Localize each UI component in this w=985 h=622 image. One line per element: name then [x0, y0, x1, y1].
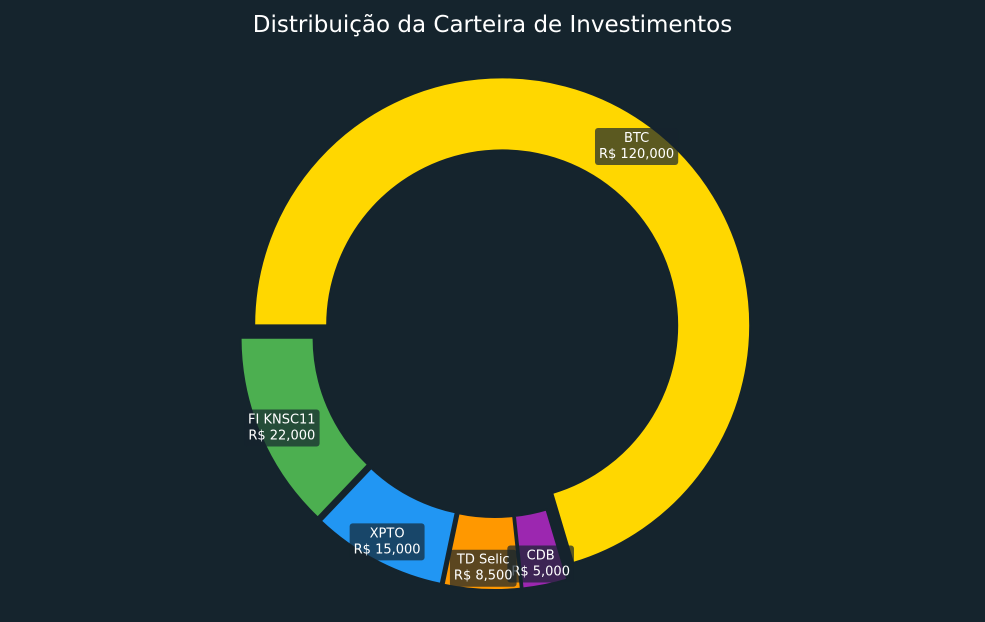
- slice-name-text: XPTO: [370, 526, 405, 541]
- label-box: [594, 127, 679, 165]
- slice-value-text: R$ 15,000: [354, 542, 421, 557]
- chart-title: Distribuição da Carteira de Investimento…: [252, 12, 733, 38]
- slice-value-text: R$ 22,000: [248, 428, 315, 443]
- slice-btc: [253, 76, 752, 565]
- label-box: [507, 545, 574, 583]
- slice-name-text: CDB: [527, 548, 555, 563]
- slice-name-text: BTC: [624, 131, 649, 146]
- slice-name-text: FI KNSC11: [248, 412, 316, 427]
- slice-name-text: TD Selic: [456, 553, 510, 568]
- label-box: [449, 549, 517, 587]
- slice-value-text: R$ 120,000: [599, 147, 674, 162]
- slice-value-text: R$ 8,500: [454, 569, 513, 584]
- label-box: [244, 409, 320, 447]
- label-box: [349, 523, 425, 561]
- slice-value-text: R$ 5,000: [511, 564, 570, 579]
